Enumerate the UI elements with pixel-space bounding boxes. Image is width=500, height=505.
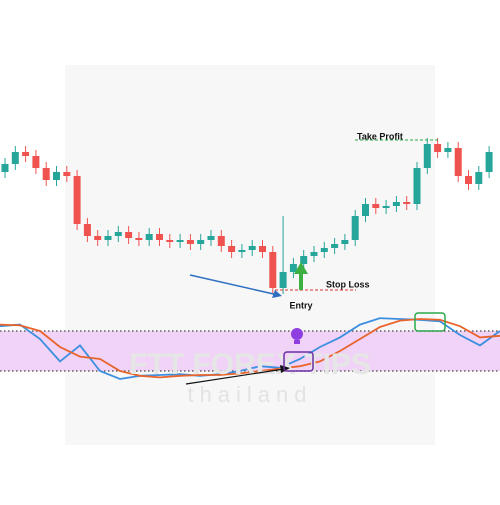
arrow-head xyxy=(280,365,290,373)
candle-body xyxy=(145,234,153,240)
candle-body xyxy=(73,176,81,224)
candle-body xyxy=(197,240,205,244)
candle-body xyxy=(372,204,380,208)
candle-body xyxy=(310,252,318,256)
bulb-icon xyxy=(291,328,303,340)
arrow-head xyxy=(272,290,282,298)
candle-body xyxy=(382,206,390,208)
candle-body xyxy=(217,236,225,246)
candle-body xyxy=(475,172,483,184)
candle-body xyxy=(331,244,339,248)
oscillator xyxy=(0,317,500,380)
watermark-sub: thailand xyxy=(187,382,312,407)
candle-body xyxy=(413,168,421,204)
candle-body xyxy=(454,148,462,176)
candle-body xyxy=(423,144,431,168)
candle-body xyxy=(11,152,19,164)
candle-body xyxy=(289,264,297,272)
take-profit-label: Take Profit xyxy=(357,131,403,141)
candle-body xyxy=(32,156,40,168)
candle-body xyxy=(114,232,122,236)
candle-body xyxy=(351,216,359,240)
candle-body xyxy=(300,256,308,264)
stop-loss-label: Stop Loss xyxy=(326,279,370,289)
entry-arrow-head xyxy=(294,262,308,274)
candle-body xyxy=(207,236,215,240)
arrow xyxy=(185,368,285,385)
candle-body xyxy=(166,240,174,242)
candle-body xyxy=(22,152,30,156)
candle-body xyxy=(248,246,256,250)
candle-body xyxy=(42,168,50,180)
candle-body xyxy=(104,236,112,240)
candle-body xyxy=(228,246,236,252)
candle-body xyxy=(238,250,246,252)
candle-body xyxy=(186,240,194,244)
candle-body xyxy=(1,164,9,172)
candle-body xyxy=(320,248,328,252)
signal-box xyxy=(283,351,314,372)
entry-label: Entry xyxy=(289,300,312,310)
candle-body xyxy=(176,240,184,242)
candle-body xyxy=(279,272,287,288)
candle-body xyxy=(156,234,163,240)
watermark: FTT FOREX TIPS xyxy=(129,348,371,381)
exit-box xyxy=(414,312,446,332)
candle-body xyxy=(53,172,60,180)
candle-body xyxy=(269,252,277,288)
candle-body xyxy=(83,224,91,236)
candle-body xyxy=(135,238,143,240)
oscillator-line xyxy=(0,318,500,379)
price-chart xyxy=(1,138,493,294)
candle-body xyxy=(485,152,493,172)
backdrop xyxy=(65,65,435,445)
candle-body xyxy=(63,172,71,176)
candle-body xyxy=(392,202,400,206)
arrow xyxy=(189,274,279,296)
candle-body xyxy=(259,246,266,252)
candle-body xyxy=(94,236,102,240)
candle-body xyxy=(125,232,133,238)
candle-body xyxy=(362,204,369,216)
candle-body xyxy=(341,240,349,244)
bulb-base xyxy=(294,340,300,344)
candle-body xyxy=(434,144,442,152)
candle-body xyxy=(465,176,472,184)
candle-body xyxy=(444,148,452,152)
candle-body xyxy=(403,202,411,204)
